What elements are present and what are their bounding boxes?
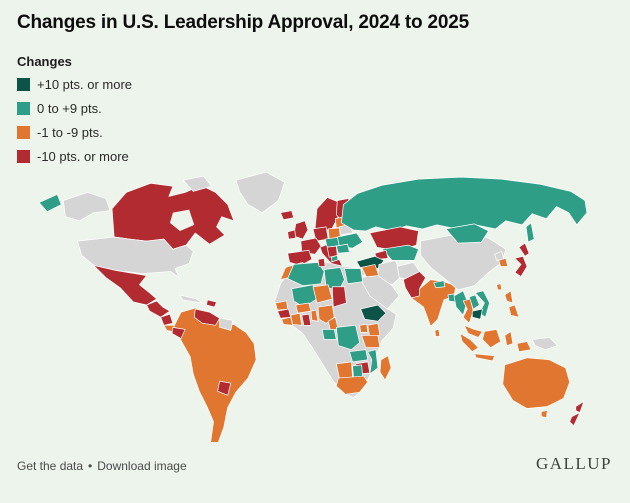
legend-label-loss10: -10 pts. or more (37, 149, 129, 164)
region-ethiopia[interactable] (360, 304, 387, 322)
region-nicaragua[interactable] (160, 313, 174, 326)
region-tunisia[interactable] (317, 257, 326, 267)
legend-swatch-loss (17, 126, 30, 139)
region-venezuela[interactable] (193, 308, 220, 326)
region-ukraine[interactable] (336, 232, 364, 249)
region-kenya[interactable] (367, 322, 381, 338)
region-vietnam[interactable] (474, 290, 490, 318)
region-chad[interactable] (331, 286, 347, 308)
region-mongolia[interactable] (445, 223, 489, 244)
legend-label-gain: 0 to +9 pts. (37, 101, 102, 116)
region-hudson-bay (169, 209, 195, 231)
legend-swatch-gain (17, 102, 30, 115)
page-title: Changes in U.S. Leadership Approval, 202… (17, 12, 469, 33)
footer: Get the data • Download image (17, 459, 187, 473)
region-cambodia[interactable] (471, 308, 483, 320)
legend-item-gain10: +10 pts. or more (17, 77, 132, 92)
region-australia[interactable] (502, 357, 571, 409)
region-sulawesi[interactable] (504, 331, 514, 346)
region-greenland[interactable] (235, 171, 285, 214)
gallup-logo: GALLUP (535, 454, 612, 473)
legend-swatch-loss10 (17, 150, 30, 163)
region-sri-lanka[interactable] (434, 329, 441, 337)
region-sierra-leone-liberia[interactable] (281, 316, 294, 326)
region-java[interactable] (473, 353, 495, 362)
legend: Changes +10 pts. or more 0 to +9 pts. -1… (17, 54, 132, 173)
legend-item-loss: -1 to -9 pts. (17, 125, 132, 140)
region-algeria[interactable] (287, 262, 325, 287)
region-hispaniola[interactable] (206, 299, 217, 308)
legend-label-gain10: +10 pts. or more (37, 77, 133, 92)
region-bangladesh[interactable] (447, 293, 456, 303)
region-senegal[interactable] (275, 300, 288, 311)
region-malaysia[interactable] (463, 324, 483, 338)
region-south-korea[interactable] (498, 257, 509, 267)
region-tasmania[interactable] (540, 410, 548, 419)
region-mali[interactable] (291, 284, 318, 308)
region-sakhalin[interactable] (525, 222, 535, 243)
region-alaska[interactable] (62, 192, 111, 222)
region-ghana[interactable] (301, 313, 312, 326)
legend-item-gain: 0 to +9 pts. (17, 101, 132, 116)
region-cuba[interactable] (178, 294, 203, 304)
region-new-zealand[interactable] (569, 401, 585, 427)
region-borneo[interactable] (482, 329, 502, 348)
region-central-asia[interactable] (381, 244, 419, 261)
region-burkina-faso[interactable] (295, 302, 312, 314)
region-papua-new-guinea[interactable] (531, 337, 558, 351)
region-iceland[interactable] (280, 210, 295, 221)
region-tanzania[interactable] (361, 335, 381, 348)
legend-title: Changes (17, 54, 72, 69)
region-france[interactable] (300, 237, 322, 255)
region-zambia[interactable] (349, 349, 369, 363)
region-guinea[interactable] (277, 308, 292, 319)
region-south-america[interactable] (173, 307, 257, 445)
region-east-indonesia[interactable] (516, 341, 532, 353)
region-egypt[interactable] (344, 268, 364, 285)
region-ireland[interactable] (287, 229, 297, 240)
region-namibia[interactable] (335, 361, 353, 379)
region-madagascar[interactable] (379, 355, 392, 381)
legend-label-loss: -1 to -9 pts. (37, 125, 103, 140)
region-philippines[interactable] (504, 290, 520, 318)
region-south-africa[interactable] (335, 375, 369, 395)
region-ivory-coast[interactable] (290, 312, 303, 326)
region-nepal[interactable] (433, 280, 446, 289)
region-laos[interactable] (468, 294, 480, 310)
footer-separator: • (88, 459, 93, 473)
get-the-data-link[interactable]: Get the data (17, 459, 84, 473)
region-uganda[interactable] (359, 323, 369, 333)
region-russia[interactable] (341, 176, 588, 232)
world-map (20, 166, 610, 445)
region-japan[interactable] (514, 242, 530, 277)
region-russia-east-tip[interactable] (38, 194, 62, 213)
region-guatemala[interactable] (146, 300, 171, 318)
region-mexico[interactable] (93, 265, 158, 306)
download-image-link[interactable]: Download image (97, 459, 187, 473)
region-paraguay[interactable] (217, 380, 232, 396)
region-romania[interactable] (335, 243, 350, 254)
region-benin-togo[interactable] (310, 309, 319, 322)
region-ecuador[interactable] (171, 326, 186, 339)
region-dr-congo[interactable] (335, 324, 361, 351)
region-iberia[interactable] (287, 249, 313, 266)
legend-item-loss10: -10 pts. or more (17, 149, 132, 164)
region-gabon-congo[interactable] (321, 329, 337, 340)
region-taiwan[interactable] (496, 283, 503, 291)
region-canadian-arctic[interactable] (182, 175, 212, 192)
legend-swatch-gain10 (17, 78, 30, 91)
region-niger[interactable] (312, 284, 333, 304)
region-myanmar[interactable] (453, 290, 468, 316)
region-guyanas[interactable] (219, 317, 234, 331)
region-mozambique[interactable] (367, 349, 379, 375)
region-sumatra[interactable] (459, 333, 479, 353)
